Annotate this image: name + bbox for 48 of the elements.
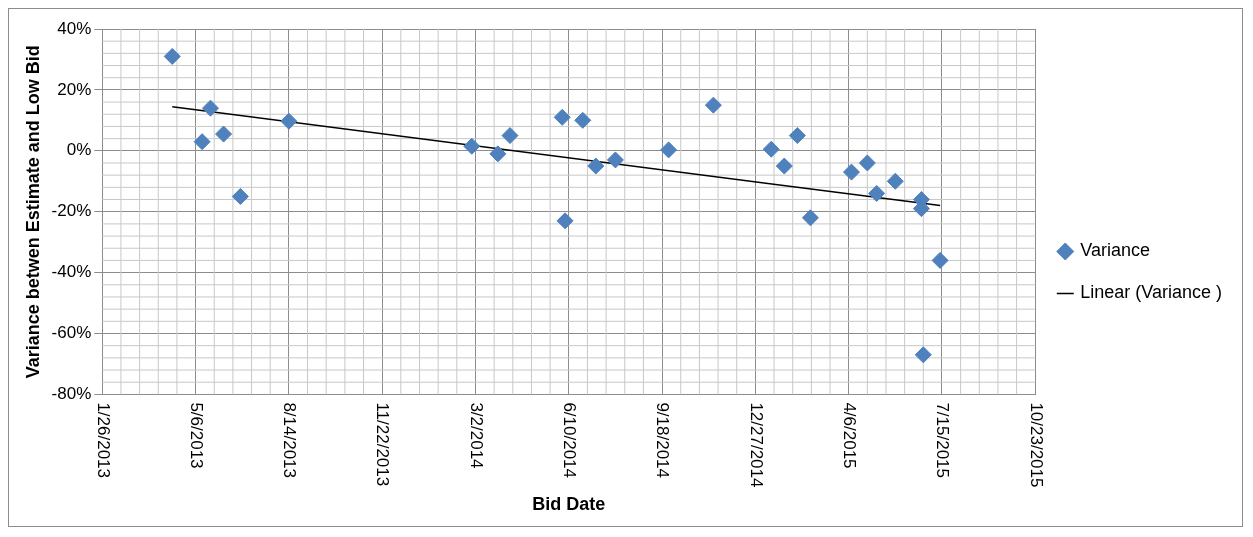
point bbox=[587, 157, 605, 175]
point bbox=[914, 346, 932, 364]
point bbox=[574, 111, 592, 129]
point bbox=[202, 99, 220, 117]
point bbox=[704, 96, 722, 114]
point bbox=[231, 187, 249, 205]
point bbox=[858, 154, 876, 172]
x-tick-label: 8/14/2013 bbox=[280, 402, 300, 479]
x-tick-label: 3/2/2014 bbox=[466, 402, 486, 469]
legend-label: Linear (Variance ) bbox=[1080, 282, 1222, 303]
point bbox=[886, 172, 904, 190]
y-tick-label: 0% bbox=[66, 140, 92, 160]
y-tick-label: -20% bbox=[51, 201, 92, 221]
point bbox=[931, 251, 949, 269]
point bbox=[775, 157, 793, 175]
point bbox=[193, 133, 211, 151]
legend-label: Variance bbox=[1080, 240, 1150, 261]
point bbox=[553, 108, 571, 126]
x-tick-label: 6/10/2014 bbox=[560, 402, 580, 479]
point bbox=[215, 125, 233, 143]
point bbox=[842, 163, 860, 181]
point bbox=[280, 112, 298, 130]
point bbox=[463, 137, 481, 155]
x-tick-label: 12/27/2014 bbox=[746, 402, 766, 488]
y-tick-label: 20% bbox=[57, 79, 92, 99]
point bbox=[868, 184, 886, 202]
x-tick-label: 11/22/2013 bbox=[373, 402, 393, 487]
x-axis-title: Bid Date bbox=[532, 494, 606, 515]
x-tick-label: 7/15/2015 bbox=[933, 402, 953, 479]
x-tick-label: 4/6/2015 bbox=[839, 402, 859, 469]
point bbox=[501, 127, 519, 145]
point bbox=[163, 47, 181, 65]
point bbox=[801, 209, 819, 227]
y-tick-label: -60% bbox=[51, 323, 92, 343]
x-tick-label: 5/6/2013 bbox=[186, 402, 206, 469]
point bbox=[762, 140, 780, 158]
x-tick-label: 1/26/2013 bbox=[93, 402, 113, 479]
point bbox=[489, 145, 507, 163]
point bbox=[788, 127, 806, 145]
y-tick-label: 40% bbox=[57, 18, 92, 38]
x-tick-label: 10/23/2015 bbox=[1026, 402, 1046, 488]
point bbox=[606, 151, 624, 169]
y-tick-label: -40% bbox=[51, 262, 92, 282]
y-axis-title: Variance betwen Estimate and Low Bid bbox=[22, 45, 43, 379]
x-tick-label: 9/18/2014 bbox=[653, 402, 673, 479]
point bbox=[556, 212, 574, 230]
point bbox=[660, 141, 678, 159]
y-tick-label: -80% bbox=[51, 384, 92, 404]
